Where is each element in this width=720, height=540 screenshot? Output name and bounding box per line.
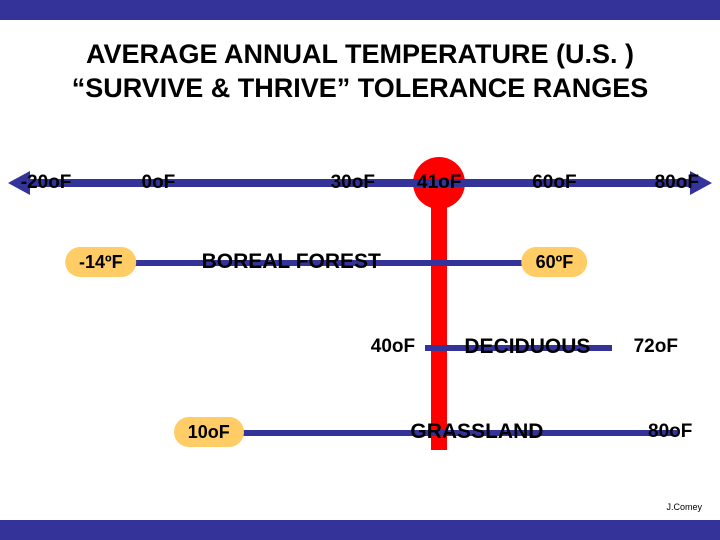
scale-tick: 60oF [532, 165, 576, 201]
scale-tick: -20oF [21, 165, 72, 201]
scale-tick: 0oF [142, 165, 176, 201]
scale-tick: 30oF [331, 165, 375, 201]
range-end-label: 72oF [634, 332, 678, 362]
range-row: 10oF GRASSLAND 80oF [0, 415, 720, 449]
range-end-label: 40oF [371, 332, 415, 362]
range-row: DECIDUOUS 40oF 72oF [0, 330, 720, 364]
range-left-pill: -14ºF [65, 247, 137, 277]
range-label: GRASSLAND [410, 417, 543, 447]
range-label: DECIDUOUS [464, 332, 590, 362]
temperature-scale: -20oF 0oF 30oF 41oF 60oF 80oF [0, 165, 720, 201]
credit-text: J.Comey [666, 502, 702, 512]
range-left-pill: 10oF [174, 417, 244, 447]
page-title: AVERAGE ANNUAL TEMPERATURE (U.S. ) “SURV… [0, 38, 720, 106]
scale-tick: 41oF [417, 165, 461, 201]
range-row: -14ºF 60ºF BOREAL FOREST [0, 245, 720, 279]
range-right-pill: 60ºF [522, 247, 588, 277]
range-end-label: 80oF [648, 417, 692, 447]
top-bar [0, 0, 720, 20]
bottom-bar [0, 520, 720, 540]
scale-tick: 80oF [655, 165, 699, 201]
range-label: BOREAL FOREST [202, 247, 381, 277]
